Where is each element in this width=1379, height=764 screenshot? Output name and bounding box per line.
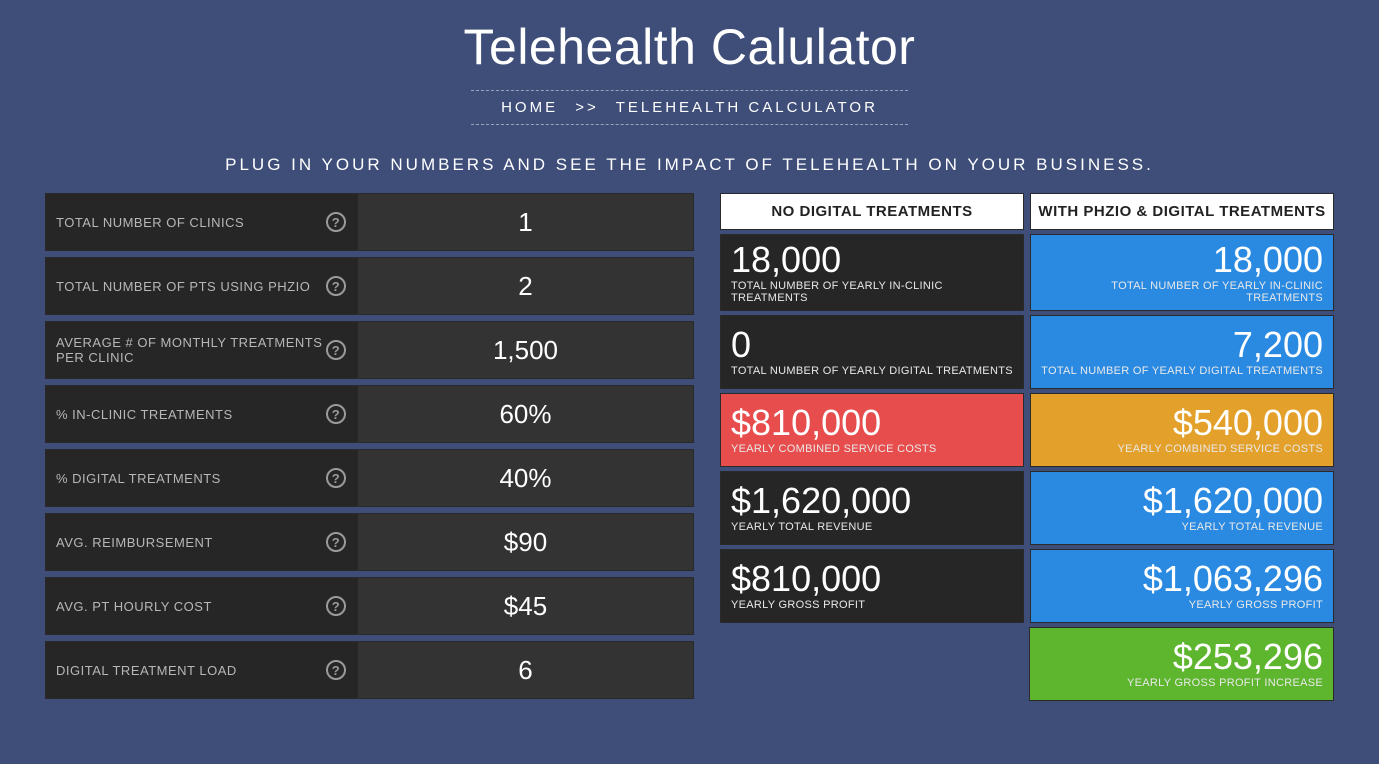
input-label: % IN-CLINIC TREATMENTS ? (46, 386, 358, 442)
help-icon[interactable]: ? (326, 532, 346, 552)
result-value: $253,296 (1040, 638, 1323, 676)
result-digital-right: 7,200 TOTAL NUMBER OF YEARLY DIGITAL TRE… (1030, 315, 1334, 389)
help-icon[interactable]: ? (326, 212, 346, 232)
input-label-text: TOTAL NUMBER OF PTS USING PHZIO (56, 279, 348, 294)
input-label-text: % IN-CLINIC TREATMENTS (56, 407, 348, 422)
result-revenue-left: $1,620,000 YEARLY TOTAL REVENUE (720, 471, 1024, 545)
result-revenue-right: $1,620,000 YEARLY TOTAL REVENUE (1030, 471, 1334, 545)
result-costs-left: $810,000 YEARLY COMBINED SERVICE COSTS (720, 393, 1024, 467)
help-icon[interactable]: ? (326, 276, 346, 296)
input-label: AVG. PT HOURLY COST ? (46, 578, 358, 634)
result-value: 18,000 (731, 241, 1013, 279)
result-value: $810,000 (731, 560, 1013, 598)
help-icon[interactable]: ? (326, 660, 346, 680)
result-profit-right: $1,063,296 YEARLY GROSS PROFIT (1030, 549, 1334, 623)
result-profit-increase: $253,296 YEARLY GROSS PROFIT INCREASE (1029, 627, 1334, 701)
help-icon[interactable]: ? (326, 468, 346, 488)
result-headers: NO DIGITAL TREATMENTS WITH PHZIO & DIGIT… (720, 193, 1334, 230)
result-value: 18,000 (1041, 241, 1323, 279)
result-value: 7,200 (1041, 326, 1323, 364)
result-row: $810,000 YEARLY COMBINED SERVICE COSTS $… (720, 393, 1334, 467)
result-profit-left: $810,000 YEARLY GROSS PROFIT (720, 549, 1024, 623)
breadcrumb-home-link[interactable]: HOME (501, 99, 558, 116)
result-value: $540,000 (1041, 404, 1323, 442)
input-pts[interactable] (358, 258, 693, 314)
input-row-hourly-cost: AVG. PT HOURLY COST ? (45, 577, 694, 635)
result-label: TOTAL NUMBER OF YEARLY IN-CLINIC TREATME… (731, 280, 1013, 304)
input-hourly-cost[interactable] (358, 578, 693, 634)
input-pct-inclinic[interactable] (358, 386, 693, 442)
help-icon[interactable]: ? (326, 340, 346, 360)
input-label-text: AVG. REIMBURSEMENT (56, 535, 348, 550)
result-costs-right: $540,000 YEARLY COMBINED SERVICE COSTS (1030, 393, 1334, 467)
input-row-monthly-treatments: AVERAGE # OF MONTHLY TREATMENTS PER CLIN… (45, 321, 694, 379)
result-row: 0 TOTAL NUMBER OF YEARLY DIGITAL TREATME… (720, 315, 1334, 389)
result-value: 0 (731, 326, 1013, 364)
result-row: $1,620,000 YEARLY TOTAL REVENUE $1,620,0… (720, 471, 1334, 545)
input-label-text: DIGITAL TREATMENT LOAD (56, 663, 348, 678)
result-header-no-digital: NO DIGITAL TREATMENTS (720, 193, 1024, 230)
result-label: TOTAL NUMBER OF YEARLY IN-CLINIC TREATME… (1041, 280, 1323, 304)
input-clinics[interactable] (358, 194, 693, 250)
result-empty (720, 627, 1023, 701)
result-label: YEARLY GROSS PROFIT (1041, 599, 1323, 611)
input-label: % DIGITAL TREATMENTS ? (46, 450, 358, 506)
help-icon[interactable]: ? (326, 596, 346, 616)
breadcrumb-separator: >> (565, 99, 609, 116)
page-title: Telehealth Calulator (0, 0, 1379, 90)
results-column: NO DIGITAL TREATMENTS WITH PHZIO & DIGIT… (720, 193, 1334, 705)
input-label-text: TOTAL NUMBER OF CLINICS (56, 215, 348, 230)
input-row-pts: TOTAL NUMBER OF PTS USING PHZIO ? (45, 257, 694, 315)
breadcrumb-container: HOME >> TELEHEALTH CALCULATOR (0, 90, 1379, 133)
help-icon[interactable]: ? (326, 404, 346, 424)
result-header-with-phzio: WITH PHZIO & DIGITAL TREATMENTS (1030, 193, 1334, 230)
result-label: YEARLY TOTAL REVENUE (731, 521, 1013, 533)
result-label: YEARLY TOTAL REVENUE (1041, 521, 1323, 533)
result-value: $1,620,000 (731, 482, 1013, 520)
result-label: YEARLY GROSS PROFIT INCREASE (1040, 677, 1323, 689)
input-label: TOTAL NUMBER OF CLINICS ? (46, 194, 358, 250)
input-row-clinics: TOTAL NUMBER OF CLINICS ? (45, 193, 694, 251)
result-label: YEARLY GROSS PROFIT (731, 599, 1013, 611)
input-label-text: % DIGITAL TREATMENTS (56, 471, 348, 486)
input-reimbursement[interactable] (358, 514, 693, 570)
input-digital-load[interactable] (358, 642, 693, 698)
result-label: TOTAL NUMBER OF YEARLY DIGITAL TREATMENT… (1041, 365, 1323, 377)
input-monthly-treatments[interactable] (358, 322, 693, 378)
result-digital-left: 0 TOTAL NUMBER OF YEARLY DIGITAL TREATME… (720, 315, 1024, 389)
input-label-text: AVG. PT HOURLY COST (56, 599, 348, 614)
input-label: AVERAGE # OF MONTHLY TREATMENTS PER CLIN… (46, 322, 358, 378)
result-label: YEARLY COMBINED SERVICE COSTS (1041, 443, 1323, 455)
input-label: DIGITAL TREATMENT LOAD ? (46, 642, 358, 698)
result-label: TOTAL NUMBER OF YEARLY DIGITAL TREATMENT… (731, 365, 1013, 377)
input-row-pct-inclinic: % IN-CLINIC TREATMENTS ? (45, 385, 694, 443)
input-label: TOTAL NUMBER OF PTS USING PHZIO ? (46, 258, 358, 314)
input-label-text: AVERAGE # OF MONTHLY TREATMENTS PER CLIN… (56, 335, 348, 365)
input-pct-digital[interactable] (358, 450, 693, 506)
result-value: $810,000 (731, 404, 1013, 442)
result-value: $1,620,000 (1041, 482, 1323, 520)
input-row-reimbursement: AVG. REIMBURSEMENT ? (45, 513, 694, 571)
result-row: $253,296 YEARLY GROSS PROFIT INCREASE (720, 627, 1334, 701)
inputs-column: TOTAL NUMBER OF CLINICS ? TOTAL NUMBER O… (45, 193, 694, 705)
result-inclinic-left: 18,000 TOTAL NUMBER OF YEARLY IN-CLINIC … (720, 234, 1024, 311)
breadcrumb-current: TELEHEALTH CALCULATOR (616, 99, 878, 116)
result-inclinic-right: 18,000 TOTAL NUMBER OF YEARLY IN-CLINIC … (1030, 234, 1334, 311)
result-label: YEARLY COMBINED SERVICE COSTS (731, 443, 1013, 455)
subtitle: PLUG IN YOUR NUMBERS AND SEE THE IMPACT … (0, 133, 1379, 193)
breadcrumb: HOME >> TELEHEALTH CALCULATOR (471, 90, 908, 125)
result-row: $810,000 YEARLY GROSS PROFIT $1,063,296 … (720, 549, 1334, 623)
main-columns: TOTAL NUMBER OF CLINICS ? TOTAL NUMBER O… (0, 193, 1379, 705)
input-label: AVG. REIMBURSEMENT ? (46, 514, 358, 570)
input-row-digital-load: DIGITAL TREATMENT LOAD ? (45, 641, 694, 699)
input-row-pct-digital: % DIGITAL TREATMENTS ? (45, 449, 694, 507)
result-value: $1,063,296 (1041, 560, 1323, 598)
result-row: 18,000 TOTAL NUMBER OF YEARLY IN-CLINIC … (720, 234, 1334, 311)
